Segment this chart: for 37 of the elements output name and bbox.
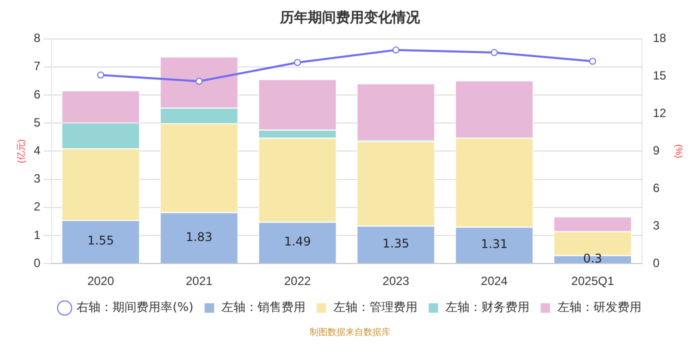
data-label: 1.55	[87, 234, 114, 248]
data-label: 1.83	[186, 230, 212, 244]
y-tick-label: 7	[34, 59, 41, 74]
data-label: 1.49	[284, 234, 311, 249]
y-tick-label: 0	[34, 256, 41, 270]
y2-tick-label: 6	[652, 180, 660, 195]
text: 制图数据来自数据库	[308, 326, 392, 339]
legend-label: 左轴：研发费用	[557, 300, 642, 314]
y-tick-label: 1	[34, 228, 41, 242]
y-tick-label: 3	[34, 172, 41, 186]
y2-axis-title: (%)	[674, 144, 684, 158]
y-tick-label: 8	[34, 31, 41, 46]
y2-tick-label: 0	[652, 256, 660, 270]
x-tick-label: 2025Q1	[571, 274, 614, 288]
y-tick-label: 6	[34, 87, 41, 102]
legend-label: 左轴：财务费用	[445, 300, 530, 314]
chart-title: 历年期间费用变化情况	[279, 9, 421, 26]
y2-tick-label: 12	[652, 106, 667, 120]
y-tick-label: 4	[34, 144, 41, 158]
y2-tick-label: 3	[652, 218, 660, 232]
data-label: 1.31	[480, 237, 508, 252]
legend-label: 左轴：销售费用	[221, 300, 306, 314]
y-axis-title: (亿元)	[16, 139, 26, 164]
y2-tick-label: 15	[652, 68, 667, 83]
x-tick-label: 2024	[480, 274, 508, 288]
legend-label: 右轴：期间费用率(%)	[76, 300, 194, 314]
y-tick-label: 5	[34, 115, 41, 130]
x-tick-label: 2020	[87, 274, 114, 288]
data-label: 1.35	[382, 236, 410, 251]
legend-label: 左轴：管理费用	[333, 300, 418, 314]
x-tick-label: 2023	[382, 274, 410, 288]
x-tick-label: 2021	[186, 274, 213, 288]
x-tick-label: 2022	[284, 274, 312, 288]
y2-tick-label: 18	[652, 31, 667, 46]
y-tick-label: 2	[34, 200, 41, 214]
y2-tick-label: 9	[652, 144, 660, 158]
data-label: 0.3	[583, 251, 602, 266]
